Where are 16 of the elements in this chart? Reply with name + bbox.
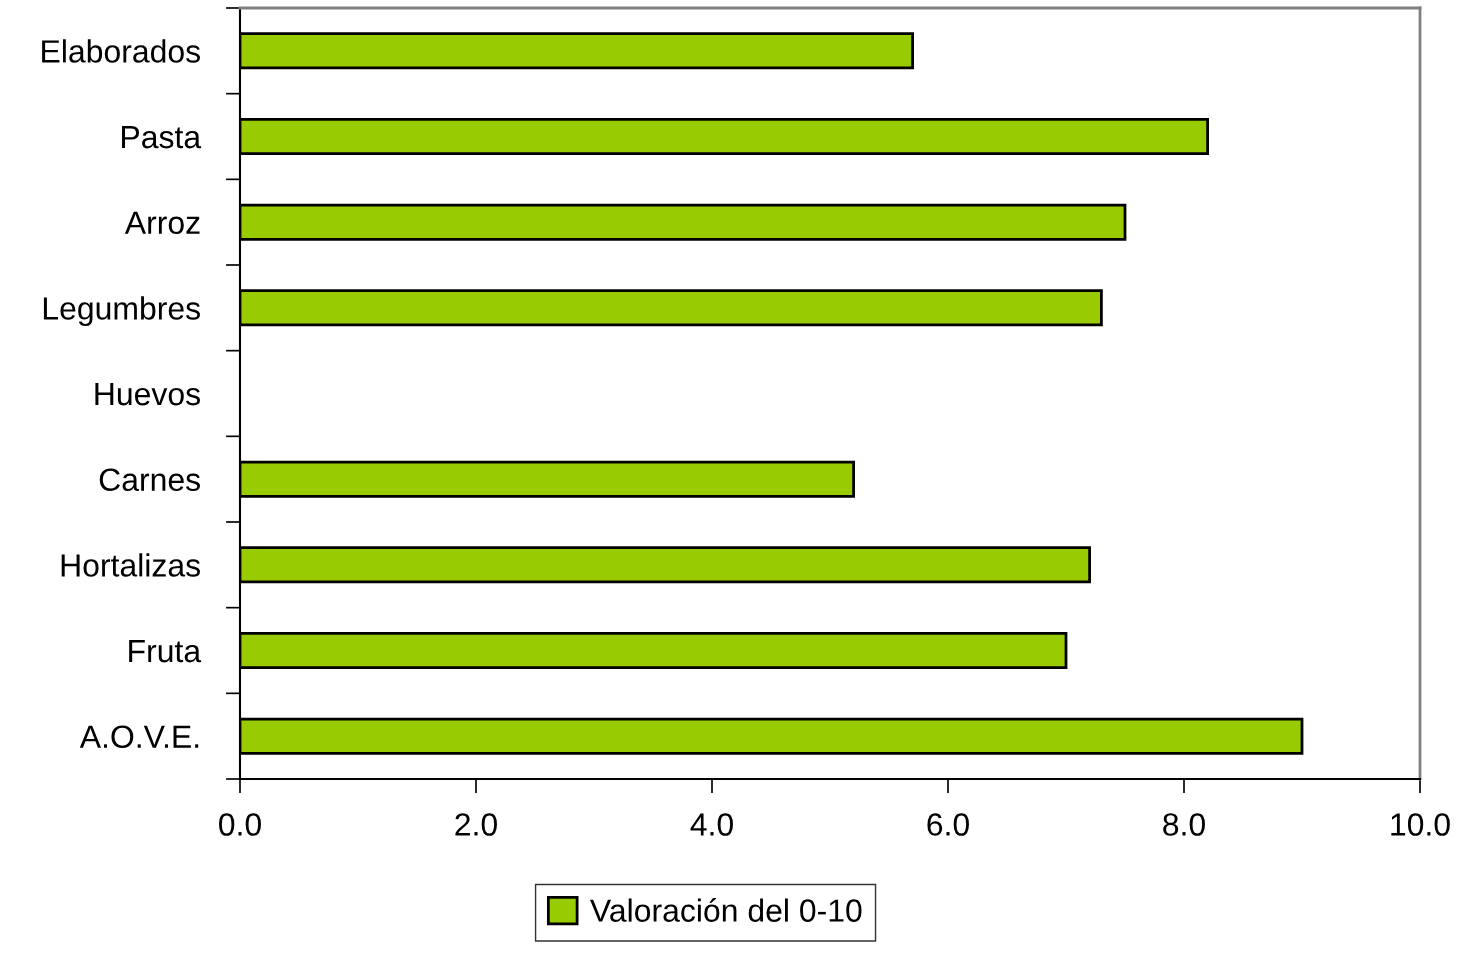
x-tick-label: 6.0 — [927, 813, 969, 836]
x-tick-label: 4.0 — [690, 813, 733, 836]
y-tick-label: Arroz — [124, 211, 200, 235]
legend-label: Valoración del 0-10 — [590, 898, 862, 922]
x-tick-label: 10.0 — [1391, 813, 1450, 836]
y-tick-label: Legumbres — [43, 296, 200, 327]
y-tick-label: Hortalizas — [61, 553, 200, 577]
x-tick-label: 2.0 — [455, 813, 497, 836]
y-tick-label: A.O.V.E. — [79, 725, 199, 749]
x-tick-label: 8.0 — [1163, 813, 1205, 836]
y-tick-label: Pasta — [122, 126, 202, 149]
y-tick-label: Elaborados — [42, 39, 200, 63]
x-tick-label: 0.0 — [219, 813, 261, 836]
y-tick-label: Huevos — [95, 383, 200, 406]
y-tick-label: Carnes — [99, 468, 200, 492]
y-tick-label: Fruta — [129, 640, 202, 663]
